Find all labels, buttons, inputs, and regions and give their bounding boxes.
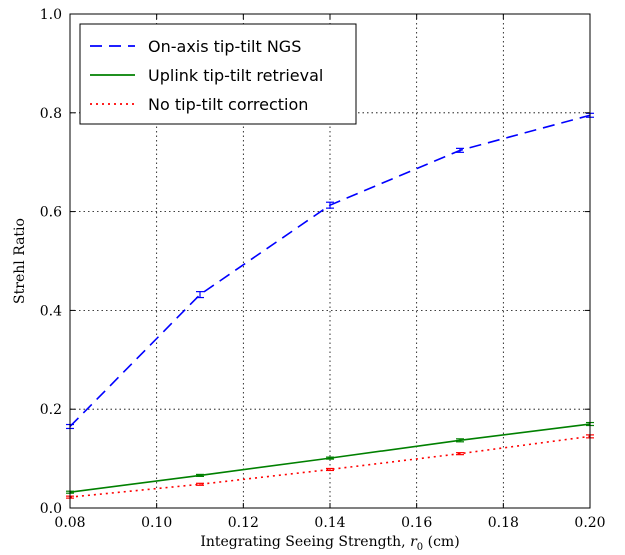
x-axis-label-sub: 0: [417, 542, 423, 553]
y-tick-label: 0.6: [40, 205, 62, 221]
error-bar: [326, 456, 334, 460]
legend-item: Uplink tip-tilt retrieval: [90, 66, 323, 85]
y-tick-label: 0.0: [40, 501, 62, 517]
x-tick-label: 0.14: [314, 515, 345, 531]
series-3: [66, 434, 594, 499]
legend-box: [79, 23, 357, 125]
legend-label: On-axis tip-tilt NGS: [148, 37, 301, 56]
x-tick-label: 0.18: [488, 515, 519, 531]
legend-label: Uplink tip-tilt retrieval: [148, 66, 323, 85]
legend-label: No tip-tilt correction: [148, 95, 308, 114]
x-axis-label-unit: (cm): [423, 534, 460, 550]
x-axis-label-text: Integrating Seeing Strength,: [200, 534, 410, 550]
y-tick-label: 0.2: [40, 402, 62, 418]
error-bar: [326, 201, 334, 209]
x-tick-label: 0.08: [54, 515, 85, 531]
x-axis-label: Integrating Seeing Strength, r0 (cm): [200, 534, 459, 553]
error-bar: [196, 482, 204, 486]
legend-item: No tip-tilt correction: [90, 95, 308, 114]
x-tick-label: 0.16: [401, 515, 432, 531]
legend: On-axis tip-tilt NGS Uplink tip-tilt retr…: [79, 23, 357, 125]
x-tick-label: 0.10: [141, 515, 172, 531]
data-series: [66, 112, 594, 499]
error-bar: [196, 291, 204, 299]
error-bar: [196, 473, 204, 477]
x-tick-label: 0.20: [574, 515, 605, 531]
y-tick-label: 0.8: [40, 106, 62, 122]
legend-item: On-axis tip-tilt NGS: [90, 37, 301, 56]
axis-ticks: 0.08 0.10 0.12 0.14 0.16 0.18 0.20 0.0 0.2 0.4 0.6…: [40, 7, 606, 531]
error-bar: [456, 147, 464, 153]
error-bar: [456, 452, 464, 456]
y-tick-label: 1.0: [40, 7, 62, 23]
series-line: [69, 435, 591, 498]
error-bar: [326, 467, 334, 472]
error-bar: [456, 438, 464, 443]
y-tick-label: 0.4: [40, 303, 62, 319]
y-axis-label: Strehl Ratio: [12, 218, 28, 304]
x-tick-label: 0.12: [228, 515, 259, 531]
x-axis-label-var: r: [410, 534, 418, 550]
